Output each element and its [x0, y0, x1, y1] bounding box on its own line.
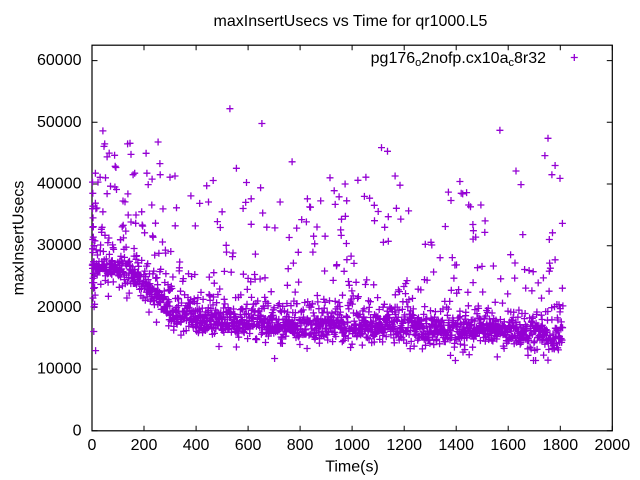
svg-text:40000: 40000 [37, 176, 82, 193]
svg-text:20000: 20000 [37, 299, 82, 316]
svg-text:0: 0 [73, 422, 82, 439]
svg-text:1200: 1200 [386, 437, 422, 454]
svg-text:10000: 10000 [37, 361, 82, 378]
svg-text:Time(s): Time(s) [325, 459, 379, 476]
svg-text:1400: 1400 [438, 437, 474, 454]
svg-text:1800: 1800 [543, 437, 579, 454]
svg-text:1600: 1600 [490, 437, 526, 454]
svg-text:800: 800 [287, 437, 314, 454]
svg-text:30000: 30000 [37, 237, 82, 254]
svg-text:60000: 60000 [37, 52, 82, 69]
svg-text:maxInsertUsecs vs Time for qr1: maxInsertUsecs vs Time for qr1000.L5 [214, 13, 488, 30]
svg-text:400: 400 [183, 437, 210, 454]
svg-text:maxInsertUsecs: maxInsertUsecs [11, 181, 28, 296]
svg-text:0: 0 [88, 437, 97, 454]
svg-text:2000: 2000 [595, 437, 631, 454]
svg-text:pg176o2nofp.cx10ac8r32: pg176o2nofp.cx10ac8r32 [371, 50, 546, 69]
svg-text:1000: 1000 [334, 437, 370, 454]
svg-text:600: 600 [235, 437, 262, 454]
svg-text:50000: 50000 [37, 114, 82, 131]
svg-text:200: 200 [131, 437, 158, 454]
